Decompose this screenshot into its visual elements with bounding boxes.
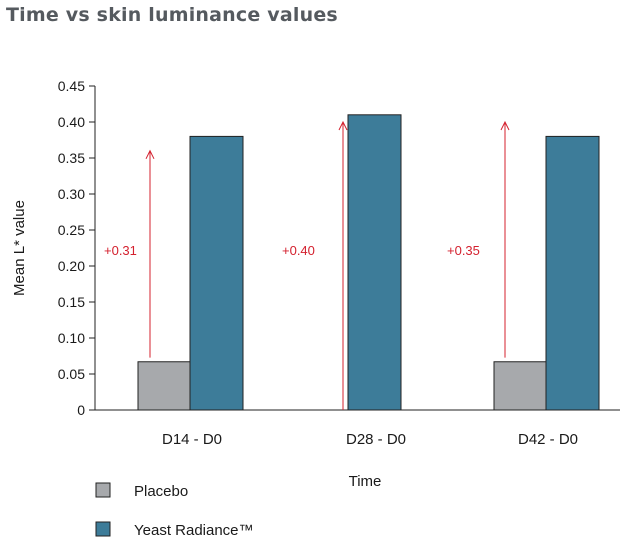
bar-yeast-radiance <box>546 136 599 410</box>
y-tick-label: 0.35 <box>58 150 85 166</box>
y-tick-label: 0.25 <box>58 222 85 238</box>
y-tick-label: 0.40 <box>58 114 85 130</box>
bar-placebo <box>494 362 546 410</box>
bar-yeast-radiance <box>190 136 243 410</box>
bar-chart: 0 0.05 0.10 0.15 0.20 0.25 0.30 0.35 0.40 0.45 Mea… <box>0 0 620 546</box>
y-tick-label: 0.15 <box>58 294 85 310</box>
bar-placebo <box>138 362 190 410</box>
chart-axes: 0 0.05 0.10 0.15 0.20 0.25 0.30 0.35 0.40 0.45 Mea… <box>11 78 620 490</box>
x-tick-label: D42 - D0 <box>518 431 578 448</box>
legend-swatch <box>96 483 110 497</box>
legend-label: Yeast Radiance™ <box>134 522 254 539</box>
y-tick-label: 0.30 <box>58 186 85 202</box>
x-tick-label: D14 - D0 <box>162 431 222 448</box>
y-tick-label: 0.10 <box>58 330 85 346</box>
chart-legend: Placebo Yeast Radiance™ <box>96 483 254 539</box>
legend-swatch <box>96 522 110 536</box>
chart-bars <box>138 115 599 410</box>
bar-yeast-radiance <box>348 115 401 410</box>
y-tick-label: 0 <box>77 402 85 418</box>
y-tick-label: 0.05 <box>58 366 85 382</box>
annotation-label: +0.31 <box>104 243 137 258</box>
x-axis-title: Time <box>349 473 382 490</box>
annotation-label: +0.35 <box>447 243 480 258</box>
legend-label: Placebo <box>134 483 188 500</box>
x-tick-label: D28 - D0 <box>346 431 406 448</box>
y-tick-label: 0.45 <box>58 78 85 94</box>
y-axis-title: Mean L* value <box>11 200 28 296</box>
y-tick-label: 0.20 <box>58 258 85 274</box>
annotation-label: +0.40 <box>282 243 315 258</box>
